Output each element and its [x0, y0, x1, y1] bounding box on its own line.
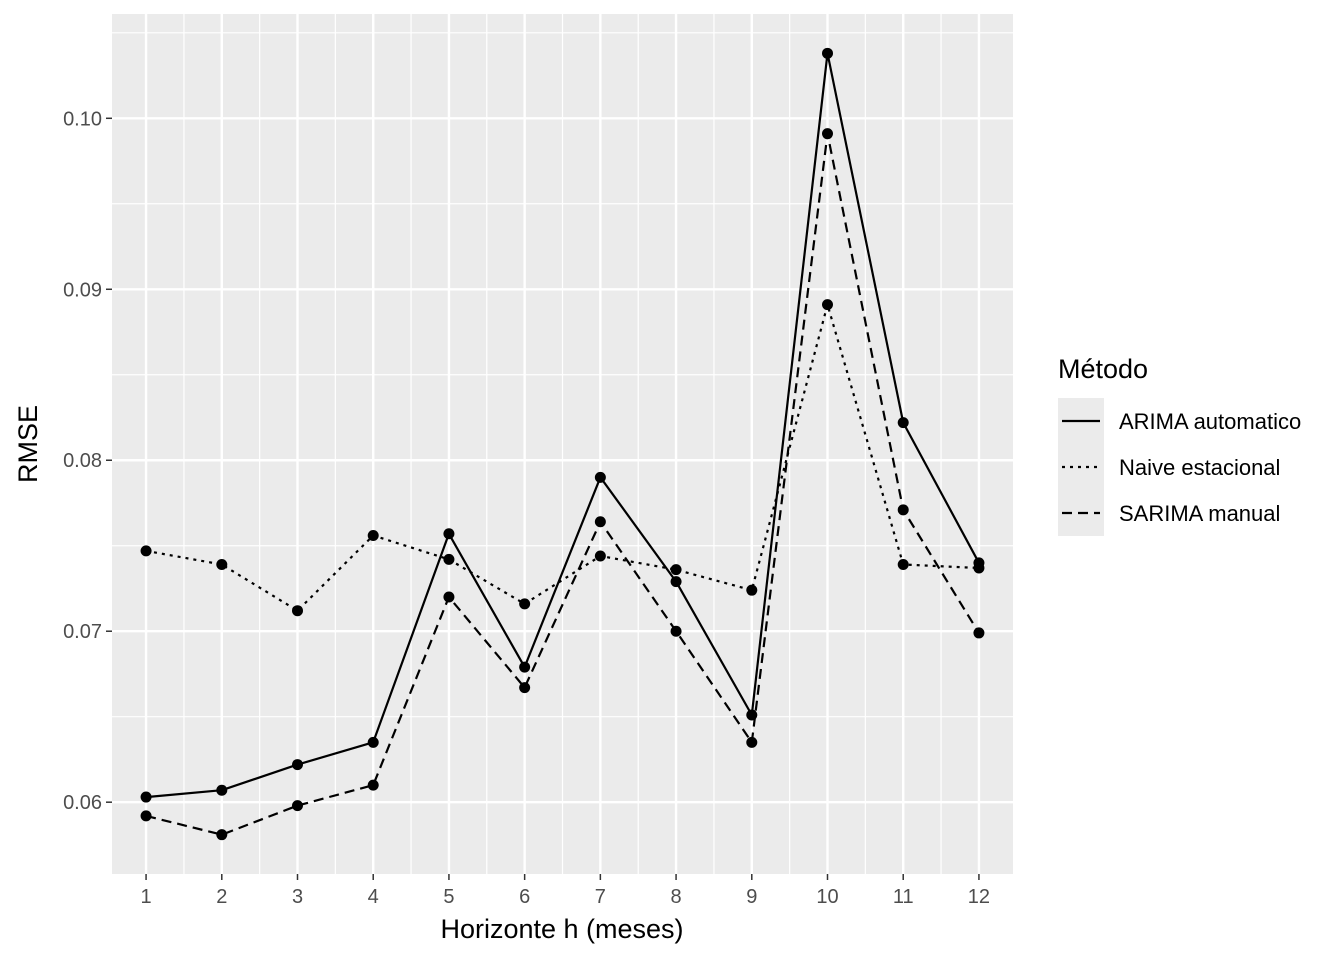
data-point [519, 682, 531, 694]
data-point [216, 784, 228, 796]
x-axis-tick-labels: 1 2 3 4 5 6 7 8 9 10 11 12 [141, 886, 991, 908]
data-point [292, 800, 303, 812]
data-point [594, 550, 606, 562]
data-point [292, 605, 303, 617]
legend-item-1: Naive estacional [1058, 444, 1280, 490]
data-point [443, 591, 455, 603]
minor-gridlines [112, 14, 1013, 874]
data-point [897, 417, 909, 429]
x-tick-label: 10 [816, 886, 838, 908]
x-tick-label: 11 [893, 886, 914, 908]
legend-item-2: SARIMA manual [1058, 490, 1280, 536]
data-point [367, 779, 379, 791]
legend-label: SARIMA manual [1119, 501, 1280, 526]
y-tick-label: 0.06 [63, 792, 102, 814]
x-tick-label: 5 [443, 886, 454, 908]
data-point [822, 128, 833, 140]
x-tick-label: 4 [368, 886, 379, 908]
x-axis-title: Horizonte h (meses) [440, 914, 683, 944]
data-point [216, 559, 228, 571]
series-points [140, 47, 985, 841]
legend-label: ARIMA automatico [1119, 409, 1301, 434]
data-point [443, 553, 455, 565]
data-point [746, 584, 758, 596]
data-point [897, 504, 909, 516]
x-tick-label: 12 [968, 886, 990, 908]
x-tick-label: 8 [671, 886, 682, 908]
data-point [670, 625, 682, 637]
data-point [822, 299, 833, 311]
legend: Método ARIMA automatico Naive estacional S… [1058, 354, 1301, 536]
x-tick-label: 9 [746, 886, 757, 908]
data-point [519, 661, 531, 673]
series-lines [145, 52, 980, 836]
legend-label: Naive estacional [1119, 455, 1280, 480]
data-point [594, 516, 606, 528]
legend-item-0: ARIMA automatico [1058, 398, 1301, 444]
data-point [897, 559, 909, 571]
data-point [292, 759, 303, 771]
y-axis-title: RMSE [13, 405, 43, 483]
data-point [367, 736, 379, 748]
data-point [367, 529, 379, 541]
data-point [594, 471, 606, 483]
x-tick-label: 2 [216, 886, 227, 908]
data-point [973, 562, 985, 574]
y-tick-label: 0.08 [63, 450, 102, 472]
x-tick-label: 6 [519, 886, 530, 908]
x-tick-label: 1 [141, 886, 152, 908]
data-point [140, 545, 152, 557]
data-point [670, 564, 682, 576]
data-point [746, 736, 758, 748]
data-point [140, 810, 152, 822]
data-point [140, 791, 152, 803]
series-line-0 [146, 52, 980, 799]
series-line-2 [145, 132, 980, 836]
y-tick-label: 0.09 [63, 279, 102, 301]
data-point [746, 709, 758, 721]
x-tick-label: 3 [292, 886, 303, 908]
series-line-1 [145, 303, 979, 612]
legend-title: Método [1058, 354, 1148, 384]
data-point [670, 576, 682, 588]
legend-items: ARIMA automatico Naive estacional SARIMA m… [1058, 398, 1301, 536]
major-gridlines [112, 14, 1013, 874]
axis-ticks [106, 117, 980, 880]
data-point [822, 47, 833, 59]
data-point [216, 829, 228, 841]
data-point [973, 627, 985, 639]
y-tick-label: 0.10 [63, 108, 102, 130]
x-tick-label: 7 [595, 886, 606, 908]
data-point [519, 598, 531, 610]
y-axis-tick-labels: 0.06 0.07 0.08 0.09 0.10 [63, 108, 102, 814]
y-tick-label: 0.07 [63, 621, 102, 643]
data-point [443, 528, 455, 540]
